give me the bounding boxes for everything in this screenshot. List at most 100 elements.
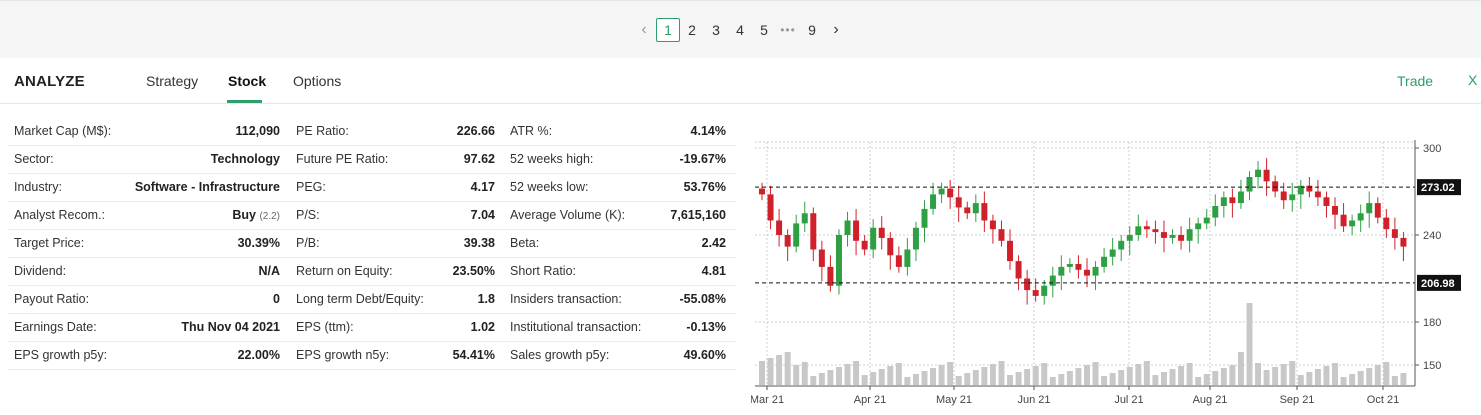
stat-label: Future PE Ratio: [296,152,389,166]
volume-bar [947,362,954,385]
candle-body [1314,191,1321,198]
stat-value: -19.67% [679,152,726,166]
volume-bar [998,361,1005,385]
volume-bar [912,374,919,385]
candle-body [776,220,783,235]
stat-label: PEG: [296,180,326,194]
stat-value-text: 112,090 [235,124,281,138]
active-tab-indicator [227,100,262,103]
volume-bar [844,364,851,385]
trade-button[interactable]: Trade [1397,73,1434,89]
candle-body [1220,197,1227,206]
y-tick-label: 150 [1423,360,1441,372]
pagination-ellipsis[interactable]: ••• [780,23,796,37]
volume-bar [1297,375,1304,385]
stats-row: Target Price: 30.39% P/B: 39.38 Beta: 2.42 [8,230,736,258]
candle-body [1092,266,1099,276]
candle-body [1109,249,1116,257]
volume-bar [1058,374,1065,385]
candle-body [767,194,774,221]
stat-value: 53.76% [684,180,726,194]
stat-value-text: 22.00% [237,348,280,362]
stat-value-text: Technology [210,152,280,166]
stat-value-text: 7,615,160 [670,208,726,222]
volume-bar [767,358,774,385]
chevron-left-icon[interactable]: ‹ [641,21,647,38]
x-tick-label: Aug 21 [1193,394,1228,406]
x-tick-label: May 21 [936,394,972,406]
y-tick-label: 180 [1423,317,1441,329]
candle-body [1075,264,1082,270]
y-tick-label: 240 [1423,230,1441,242]
stat-value: Software - Infrastructure [135,180,280,194]
candle-body [912,227,919,250]
stat-value-text: -55.08% [679,292,726,306]
stat-value: 54.41% [453,348,495,362]
stat-value-text: 49.60% [683,348,726,362]
stat-value-text: 2.42 [701,236,726,250]
page-1-button[interactable]: 1 [656,18,680,42]
stat-label: Average Volume (K): [510,208,626,222]
stats-row: Analyst Recom.: Buy (2.2) P/S: 7.04 Average … [8,202,736,230]
lower-level-label-box [1417,274,1461,291]
stats-row: EPS growth p5y: 22.00% EPS growth n5y: 54.4… [8,342,736,370]
candle-body [1297,185,1304,195]
stat-value: 226.66 [457,124,495,138]
volume-bar [1357,371,1364,385]
volume-bar [1391,376,1398,385]
chevron-right-icon[interactable]: › [833,21,839,38]
candle-body [938,188,945,195]
stat-label: P/S: [296,208,320,222]
stat-value-text: 4.81 [701,264,726,278]
candle-body [801,213,808,224]
volume-bar [895,363,902,385]
page-5-button[interactable]: 5 [760,22,768,38]
stat-label: 52 weeks high: [510,152,594,166]
tab-strategy[interactable]: Strategy [146,73,199,89]
x-tick-label: Sep 21 [1280,394,1315,406]
candle-body [1391,229,1398,238]
price-chart: 300 240 180 150 273.02 206.98 Mar 21 Apr 21 May … [751,140,1461,406]
candle-body [1289,194,1296,201]
candle-body [1280,191,1287,201]
stat-value: 4.17 [471,180,495,194]
volume-bar [887,366,894,385]
stat-value: 4.81 [702,264,726,278]
volume-bar [1032,366,1039,385]
volume-bar [921,371,928,385]
stat-label: EPS growth n5y: [296,348,390,362]
stat-value: 97.62 [464,152,495,166]
page-3-button[interactable]: 3 [712,22,720,38]
candle-body [1058,266,1065,276]
candle-body [1024,278,1031,291]
stat-value: 1.02 [471,320,495,334]
stat-value-text: 53.76% [683,180,726,194]
stat-value-text: 54.41% [452,348,495,362]
volume-bar [853,361,860,385]
candle-body [1203,217,1210,224]
volume-bar [955,376,962,385]
pagination: ‹ 1 2 3 4 5 ••• 9 › [632,18,848,42]
volume-bar [1109,373,1116,385]
volume-bar [904,377,911,385]
candle-body [1195,223,1202,230]
stat-value: -55.08% [679,292,726,306]
tab-options[interactable]: Options [293,73,342,89]
page-4-button[interactable]: 4 [736,22,744,38]
volume-bar [1118,370,1125,385]
x-tick-label: Jul 21 [1114,394,1143,406]
page-9-button[interactable]: 9 [808,22,816,38]
candle-body [1323,197,1330,206]
stat-label: Target Price: [14,236,85,250]
close-button[interactable]: X [1468,72,1478,88]
stat-value-text: 23.50% [452,264,495,278]
upper-level-label-box [1417,179,1461,196]
page-2-button[interactable]: 2 [688,22,696,38]
volume-bar [1041,363,1048,385]
candle-body [1255,169,1262,177]
candle-body [955,197,962,208]
stat-label: Short Ratio: [510,264,577,278]
candle-body [1143,226,1150,230]
tab-stock[interactable]: Stock [228,73,267,89]
stat-value-text: 226.66 [456,124,495,138]
